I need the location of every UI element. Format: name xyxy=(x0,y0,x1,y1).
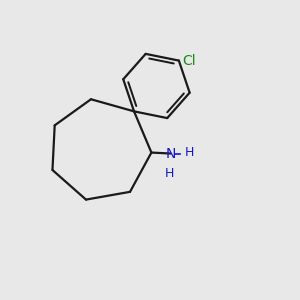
Text: H: H xyxy=(185,146,194,159)
Text: Cl: Cl xyxy=(182,54,196,68)
Text: H: H xyxy=(164,167,174,180)
Text: N: N xyxy=(165,146,176,161)
